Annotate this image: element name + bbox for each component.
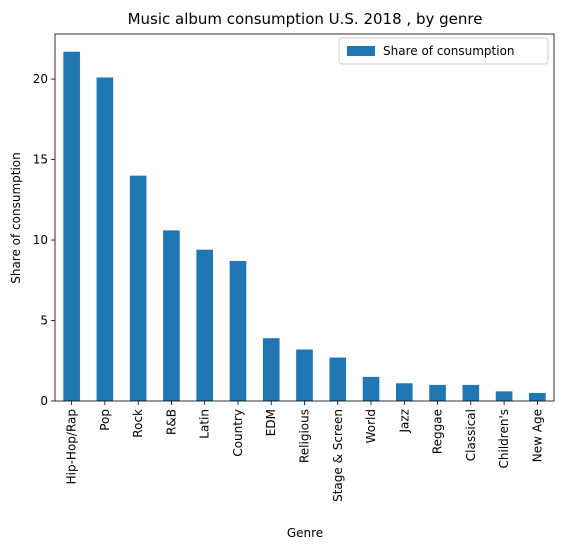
x-tick-label: Country — [231, 409, 245, 457]
legend: Share of consumption — [338, 37, 549, 65]
x-tick-label: Rock — [131, 409, 145, 438]
y-tick-label: 10 — [33, 233, 48, 247]
x-tick-label: New Age — [530, 409, 544, 462]
legend-label: Share of consumption — [383, 44, 515, 58]
legend-box — [338, 37, 549, 65]
x-tick-label: Children's — [497, 409, 511, 468]
y-tick-label: 5 — [40, 314, 48, 328]
x-tick-label: Hip-Hop/Rap — [65, 409, 79, 484]
x-tick-label: World — [364, 409, 378, 443]
bar-14 — [529, 392, 546, 401]
x-tick-label: Classical — [464, 409, 478, 461]
bar-0 — [63, 51, 80, 402]
x-tick-label: Stage & Screen — [331, 409, 345, 502]
legend-swatch — [347, 46, 375, 56]
y-axis-label: Share of consumption — [9, 152, 23, 284]
bar-3 — [163, 230, 180, 401]
bar-1 — [96, 77, 114, 402]
x-tick-label: Latin — [198, 409, 212, 439]
x-axis-label: Genre — [287, 526, 323, 540]
bar-2 — [129, 175, 147, 401]
bar-13 — [495, 391, 513, 401]
x-tick-label: Reggae — [431, 409, 445, 454]
x-tick-label: Pop — [98, 409, 112, 431]
bar-6 — [262, 338, 280, 401]
bar-12 — [462, 384, 480, 401]
x-tick-label: Jazz — [397, 409, 411, 434]
x-tick-label: EDM — [264, 409, 278, 436]
bar-11 — [429, 384, 446, 401]
bar-7 — [296, 349, 313, 401]
x-tick-label: R&B — [164, 409, 178, 435]
plot-area: 0 5 10 15 20 Hip-Hop/Rap Pop Rock R&B Latin Countr… — [33, 33, 555, 502]
y-tick-label: 20 — [33, 72, 48, 86]
bar-8 — [329, 357, 347, 401]
bar-4 — [196, 249, 214, 401]
chart-title: Music album consumption U.S. 2018 , by g… — [128, 10, 483, 28]
bar-9 — [362, 376, 380, 401]
bar-10 — [395, 383, 413, 401]
y-tick-label: 15 — [33, 153, 48, 167]
x-tick-label: Religious — [298, 409, 312, 463]
y-tick-label: 0 — [40, 394, 48, 408]
bar-5 — [229, 260, 247, 401]
